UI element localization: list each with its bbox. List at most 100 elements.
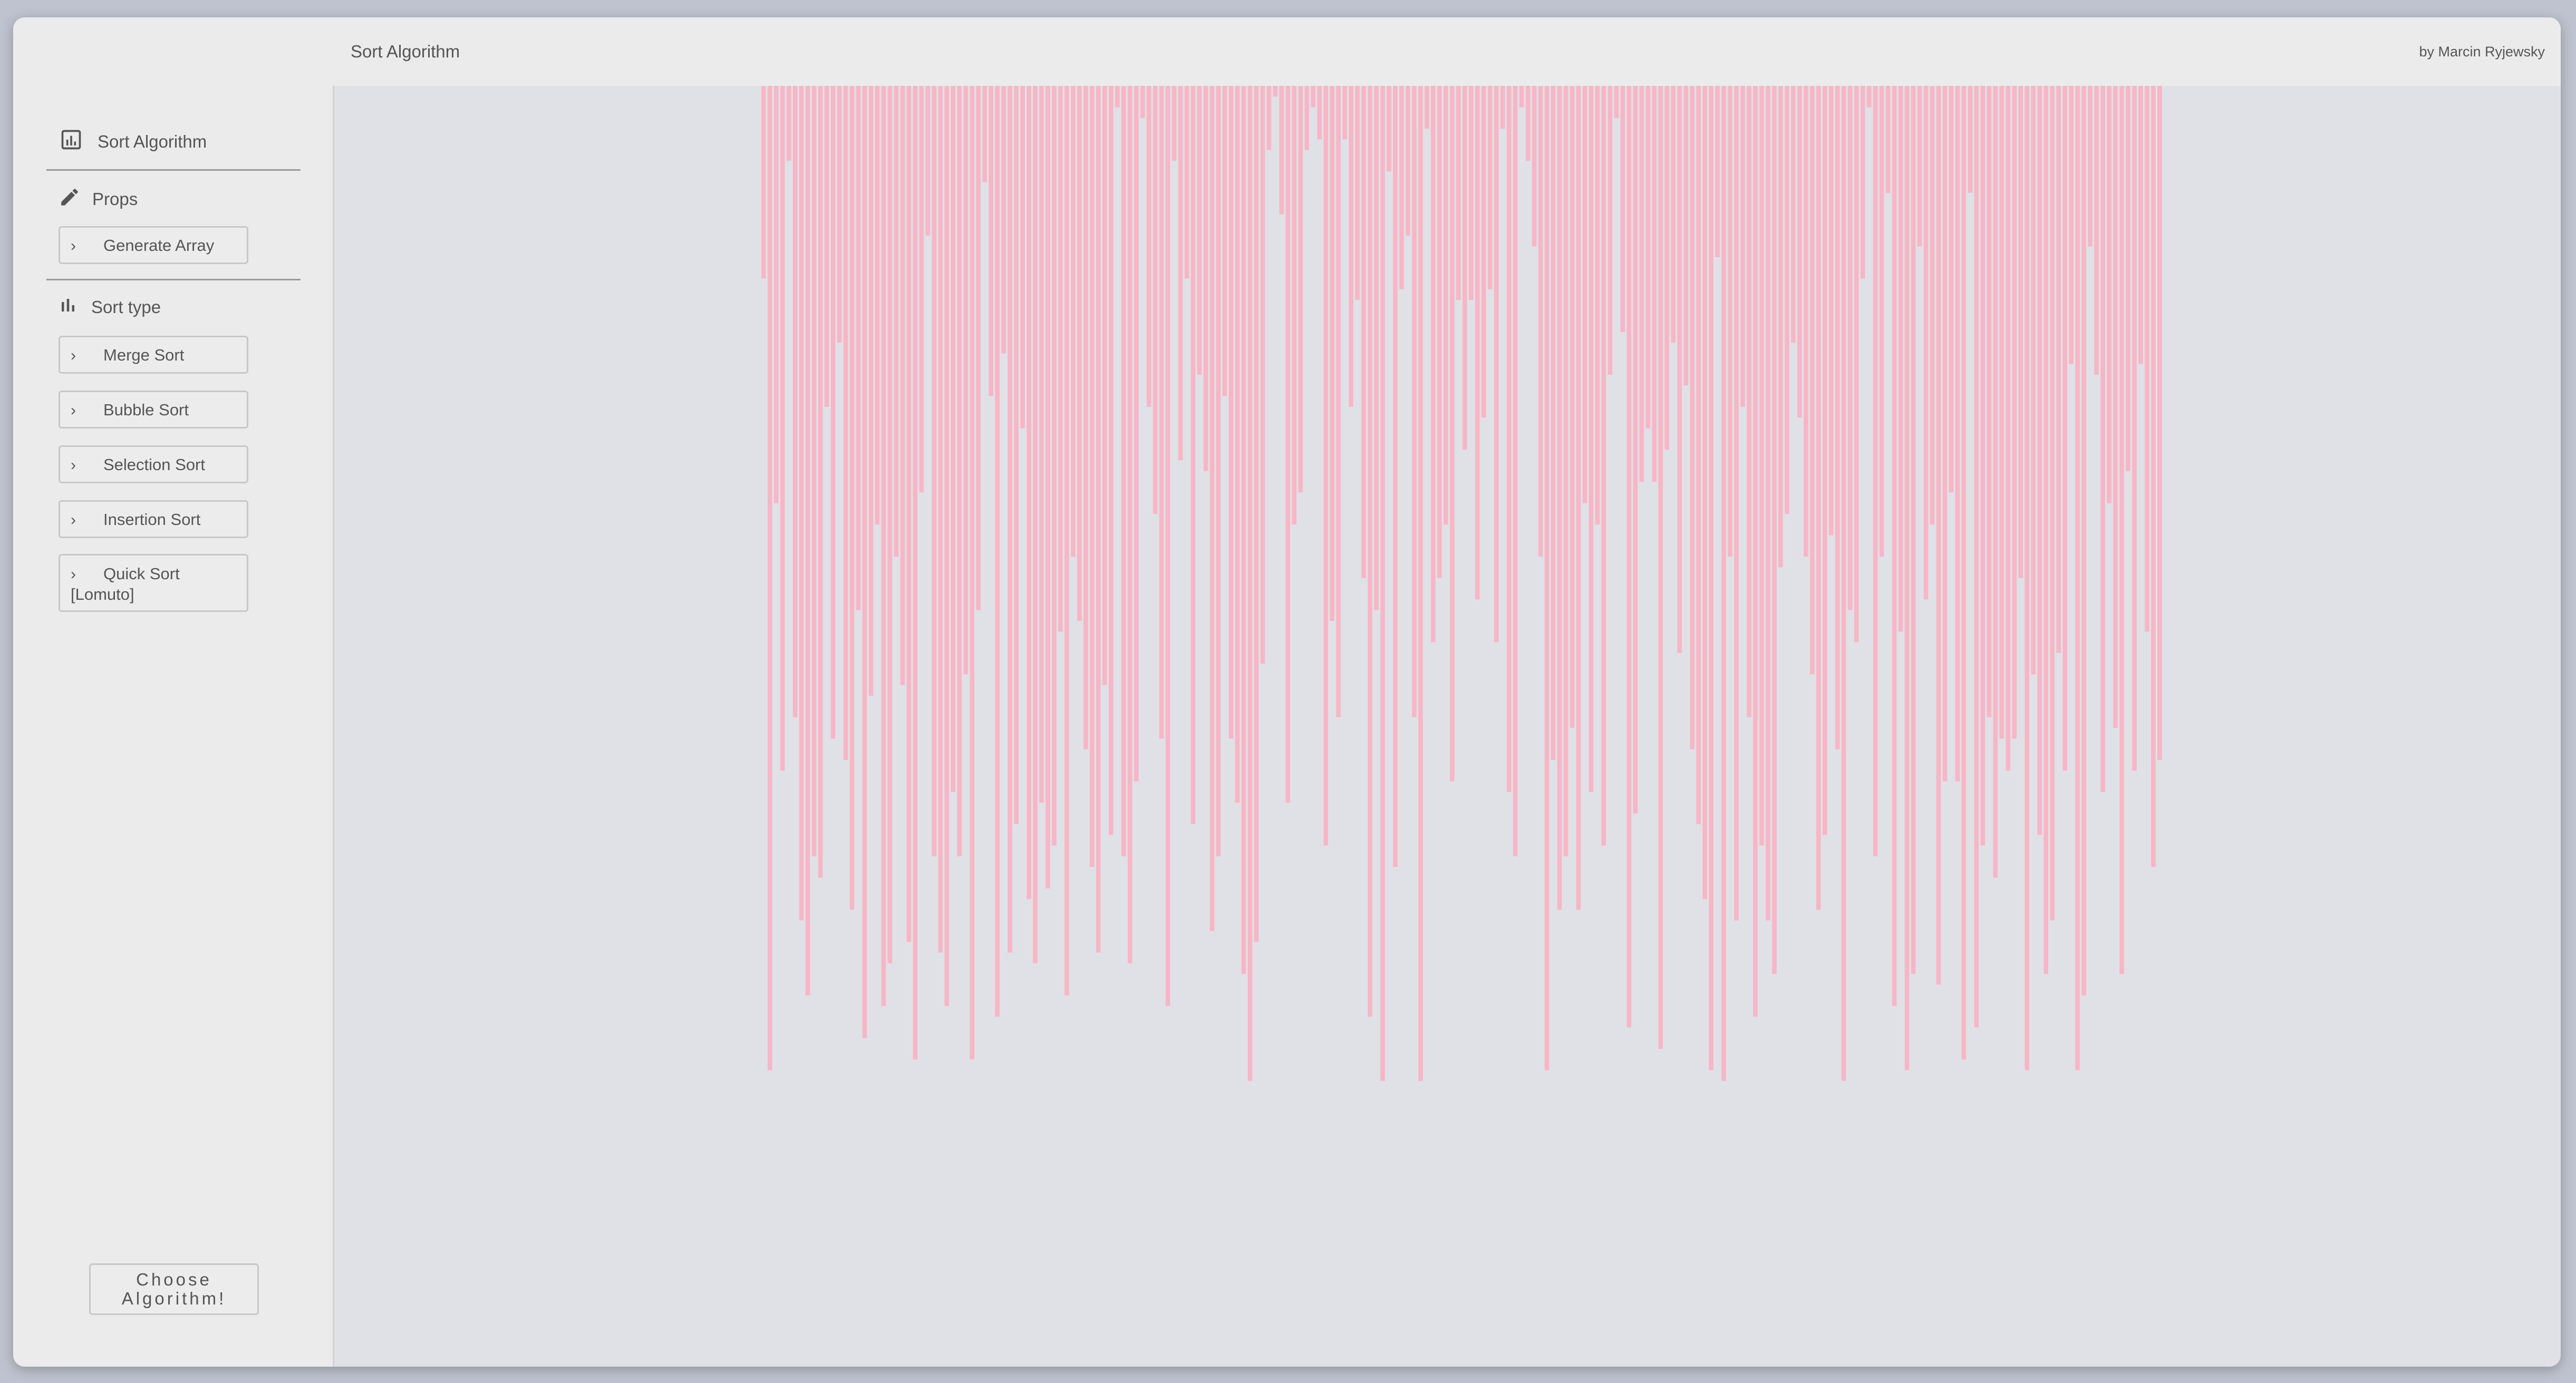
page-title: Sort Algorithm (351, 42, 460, 61)
insertion-sort-label: Insertion Sort (103, 510, 201, 529)
array-bar (799, 86, 804, 921)
array-bar (1380, 86, 1385, 1081)
array-bar (1949, 86, 1954, 493)
array-bar (1425, 86, 1429, 129)
array-bar (1620, 86, 1625, 332)
array-bar (1127, 86, 1132, 963)
array-bar (1178, 86, 1183, 461)
array-bar (1298, 86, 1303, 493)
array-bar (1734, 86, 1739, 921)
array-bar (1159, 86, 1164, 739)
array-bar (982, 86, 987, 182)
array-bar (1190, 86, 1196, 824)
array-bar (1475, 86, 1480, 600)
array-bar (868, 86, 874, 696)
array-bar (2031, 86, 2036, 675)
array-bar (1494, 86, 1499, 642)
array-bar (2018, 86, 2023, 578)
array-bar (1330, 86, 1335, 621)
array-bar (1115, 86, 1120, 108)
array-bar (1544, 86, 1550, 1070)
array-bar (1677, 86, 1682, 653)
array-bar (1071, 86, 1076, 557)
array-bar (1626, 86, 1632, 1028)
array-bar (1323, 86, 1329, 846)
array-bar (2075, 86, 2080, 1070)
array-bar (2138, 86, 2143, 364)
sort-type-label: Sort type (91, 297, 161, 317)
array-bar (2100, 86, 2105, 792)
array-bar (1791, 86, 1796, 343)
array-bar (1671, 86, 1676, 343)
bubble-sort-button[interactable]: › Bubble Sort (59, 391, 248, 428)
array-bar (1589, 86, 1594, 792)
array-bar (1923, 86, 1929, 600)
array-bar (1696, 86, 1701, 824)
array-bar (1412, 86, 1417, 717)
array-bar (1064, 86, 1069, 996)
array-bar (805, 86, 810, 996)
bubble-sort-label: Bubble Sort (103, 401, 189, 419)
array-bar (1652, 86, 1657, 482)
array-bar (1349, 86, 1353, 407)
array-bar (767, 86, 772, 1070)
array-bar (1399, 86, 1404, 289)
array-bar (1879, 86, 1884, 557)
array-bar (1374, 86, 1379, 610)
array-bar (1974, 86, 1979, 1028)
array-bar (1368, 86, 1372, 1017)
array-bar (1721, 86, 1726, 1081)
array-bar (2044, 86, 2048, 974)
array-bar (1077, 86, 1082, 621)
array-bar (957, 86, 962, 856)
divider (46, 169, 301, 171)
chevron-right-icon: › (71, 566, 76, 583)
array-bar (1847, 86, 1853, 610)
array-bar (989, 86, 993, 396)
choose-algorithm-button[interactable]: Choose Algorithm! (89, 1263, 259, 1315)
array-bar (1942, 86, 1948, 782)
array-bar (932, 86, 937, 856)
array-bar (1980, 86, 1986, 846)
array-bar (1810, 86, 1815, 675)
top-bar: Sort Algorithm by Marcin Ryjewsky (13, 17, 2561, 86)
array-bar (1804, 86, 1808, 557)
array-bar (1121, 86, 1126, 856)
array-bar (1317, 86, 1322, 140)
array-bar (1557, 86, 1562, 910)
array-bar (1993, 86, 1998, 878)
array-bar (1165, 86, 1170, 1006)
array-bar (1134, 86, 1139, 782)
selection-sort-button[interactable]: › Selection Sort (59, 445, 248, 483)
chevron-right-icon: › (71, 237, 76, 255)
props-label: Props (92, 189, 138, 209)
array-bar (1336, 86, 1341, 717)
array-bar (1109, 86, 1113, 835)
array-bar (1216, 86, 1221, 856)
array-bar (1444, 86, 1448, 525)
array-bar (1001, 86, 1006, 354)
array-bar (1052, 86, 1057, 846)
array-bar (786, 86, 791, 161)
array-bar (2107, 86, 2112, 503)
array-bar (1955, 86, 1960, 782)
array-bar (1197, 86, 1202, 375)
array-bar (1658, 86, 1663, 1049)
chevron-right-icon: › (71, 511, 76, 529)
array-bar (1228, 86, 1234, 739)
merge-sort-button[interactable]: › Merge Sort (59, 336, 248, 374)
sidebar-brand[interactable]: Sort Algorithm (60, 128, 207, 155)
array-bar (1854, 86, 1859, 642)
array-bar (1222, 86, 1227, 396)
array-bar (1860, 86, 1865, 279)
array-bar (1513, 86, 1518, 856)
array-bar (2119, 86, 2124, 974)
bar-chart-icon (60, 128, 83, 155)
props-section-header: Props (59, 186, 138, 212)
generate-array-button[interactable]: › Generate Array (59, 226, 248, 264)
array-bar (2025, 86, 2030, 1070)
insertion-sort-button[interactable]: › Insertion Sort (59, 500, 248, 538)
array-bar (1866, 86, 1872, 108)
quick-sort-lomuto-button[interactable]: › Quick Sort [Lomuto] (59, 554, 248, 612)
array-bar (976, 86, 981, 610)
